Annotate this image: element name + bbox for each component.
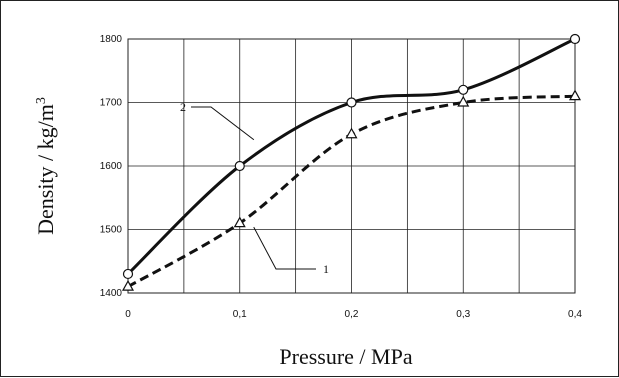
y-axis-title: Density / kg/m3 [33, 97, 58, 235]
data-point-triangle [233, 216, 246, 228]
data-point-circle [458, 84, 469, 95]
callout-leader-2 [191, 106, 255, 141]
y-tick-label: 1700 [100, 98, 123, 109]
x-tick-label: 0,2 [345, 309, 359, 320]
y-axis-title-superscript: 3 [34, 97, 49, 104]
data-point-circle [234, 160, 245, 172]
x-axis-title: Pressure / MPa [279, 344, 412, 369]
series-layer [121, 33, 582, 291]
y-tick-label: 1400 [100, 288, 123, 299]
x-tick-label: 0,4 [568, 309, 582, 320]
y-tick-label: 1600 [100, 161, 123, 172]
x-tick-label: 0,1 [233, 309, 247, 320]
grid [127, 38, 576, 294]
y-tick-label: 1800 [100, 34, 123, 45]
data-point-triangle [345, 127, 358, 139]
x-tick-label: 0 [125, 309, 131, 320]
y-axis-title-text: Density / kg/m [33, 104, 58, 235]
callout-leader-1 [253, 226, 316, 270]
callouts: 21 [180, 100, 329, 276]
callout-label-1: 1 [323, 262, 329, 276]
data-point-circle [569, 33, 581, 45]
x-tick-label: 0,3 [456, 309, 470, 320]
y-tick-label: 1500 [100, 225, 123, 236]
callout-label-2: 2 [180, 100, 186, 114]
data-point-circle [122, 268, 134, 280]
data-point-circle [346, 97, 357, 108]
tick-labels: 1400 1500 1600 1700 1800 0 0,1 0,2 0,3 0,4 [100, 34, 583, 320]
data-point-triangle [568, 89, 582, 101]
data-point-triangle [457, 95, 470, 107]
data-point-triangle [121, 279, 135, 291]
